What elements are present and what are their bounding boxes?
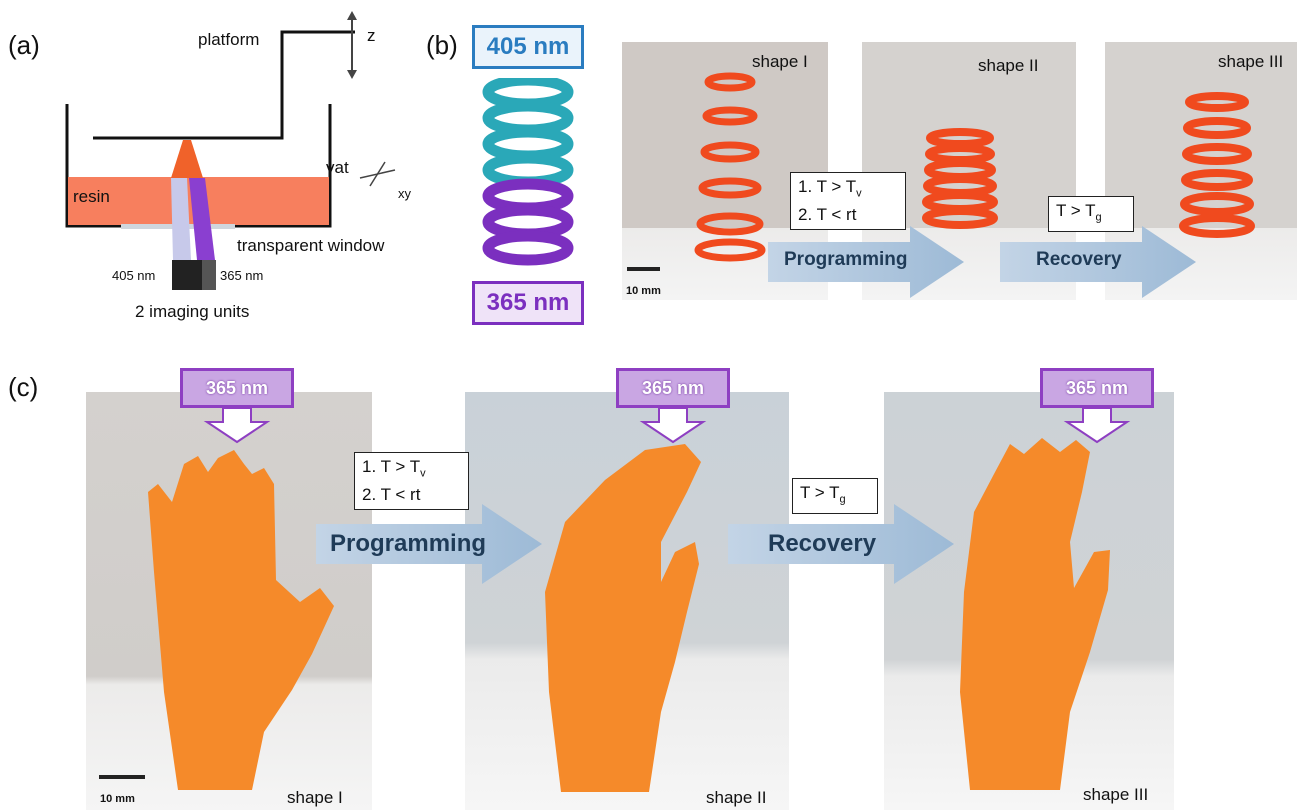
wavelength-405-label: 405 nm bbox=[112, 268, 156, 283]
spring-shape2-label: shape II bbox=[978, 56, 1039, 75]
spring-scale-bar bbox=[627, 267, 660, 271]
spring-shape3 bbox=[1179, 92, 1255, 238]
imaging-unit-365 bbox=[202, 260, 216, 290]
hand-programming-label: Programming bbox=[330, 530, 487, 557]
hand-photo-shape1 bbox=[86, 392, 372, 810]
spring-recovery-condition: T > Tg bbox=[1048, 196, 1134, 233]
hand-cond-sub-v: v bbox=[420, 467, 426, 480]
spring-shape3-label: shape III bbox=[1218, 52, 1284, 71]
hand-photo-shape2 bbox=[465, 392, 789, 810]
cond2-text: T > T bbox=[1056, 201, 1096, 220]
hand-scale-bar bbox=[99, 775, 145, 779]
resin-label: resin bbox=[73, 187, 110, 206]
xy-label: xy bbox=[398, 186, 411, 201]
hand-cond2-text: T > T bbox=[800, 483, 840, 502]
blue-beam bbox=[171, 178, 191, 260]
spring-programming-conditions: 1. T > Tv 2. T < rt bbox=[790, 172, 906, 231]
spring-programming-arrow bbox=[768, 226, 964, 298]
hand-shape3-label: shape III bbox=[1083, 785, 1149, 804]
hand-photo-shape3 bbox=[884, 392, 1174, 810]
spring-shape2 bbox=[922, 128, 998, 229]
panel-c-label: (c) bbox=[8, 372, 39, 402]
vat-walls bbox=[65, 104, 121, 228]
hand-recovery-condition: T > Tg bbox=[792, 478, 878, 515]
hand-shape2 bbox=[545, 444, 701, 792]
uv-box-shape3: 365 nm bbox=[1040, 368, 1154, 408]
spring-programming-label: Programming bbox=[784, 249, 908, 270]
uv-box-shape2: 365 nm bbox=[616, 368, 730, 408]
vat-label: vat bbox=[326, 158, 349, 177]
wavelength-365-box: 365 nm bbox=[472, 281, 584, 325]
violet-beam bbox=[189, 178, 215, 260]
hand-shape1 bbox=[148, 450, 334, 790]
hand-shape3 bbox=[960, 438, 1110, 790]
cond-line2: 2. T < rt bbox=[798, 205, 857, 225]
hand-cond2-sub-g: g bbox=[839, 493, 846, 506]
cond2-sub-g: g bbox=[1095, 211, 1102, 224]
hand-cond-line2: 2. T < rt bbox=[362, 485, 421, 505]
wavelength-405-box: 405 nm bbox=[472, 25, 584, 69]
spring-scale-label: 10 mm bbox=[626, 285, 661, 297]
printer-schematic bbox=[65, 11, 396, 290]
hand-recovery-label: Recovery bbox=[768, 530, 877, 557]
printed-part bbox=[171, 140, 203, 178]
hand-shape1-label: shape I bbox=[287, 788, 343, 807]
panel-b-label: (b) bbox=[426, 30, 458, 60]
hand-recovery-arrow bbox=[728, 504, 954, 584]
hand-shape2-label: shape II bbox=[706, 788, 767, 807]
spring-shape1 bbox=[694, 72, 766, 262]
spring-recovery-arrow bbox=[1000, 226, 1196, 298]
cond-line1: 1. T > T bbox=[798, 177, 857, 196]
uv-down-arrow-shape1 bbox=[203, 408, 271, 444]
uv-down-arrow-shape2 bbox=[639, 408, 707, 444]
hand-programming-conditions: 1. T > Tv 2. T < rt bbox=[354, 452, 469, 511]
platform-label: platform bbox=[198, 30, 260, 49]
hand-cond-line1: 1. T > T bbox=[362, 457, 421, 476]
platform-outline bbox=[93, 30, 355, 140]
z-label: z bbox=[367, 26, 376, 45]
wavelength-365-label: 365 nm bbox=[220, 268, 264, 283]
hand-programming-arrow bbox=[316, 504, 542, 584]
dual-color-spring bbox=[482, 78, 574, 266]
imaging-units-label: 2 imaging units bbox=[135, 302, 250, 321]
uv-box-shape1: 365 nm bbox=[180, 368, 294, 408]
panel-a-label: (a) bbox=[8, 30, 40, 60]
imaging-unit-405 bbox=[172, 260, 202, 290]
window-label: transparent window bbox=[237, 236, 385, 255]
spring-photo-shape2 bbox=[862, 42, 1076, 300]
spring-shape1-label: shape I bbox=[752, 52, 808, 71]
cond-sub-v: v bbox=[856, 187, 862, 200]
uv-down-arrow-shape3 bbox=[1063, 408, 1131, 444]
hand-scale-label: 10 mm bbox=[100, 793, 135, 805]
spring-recovery-label: Recovery bbox=[1036, 249, 1122, 270]
